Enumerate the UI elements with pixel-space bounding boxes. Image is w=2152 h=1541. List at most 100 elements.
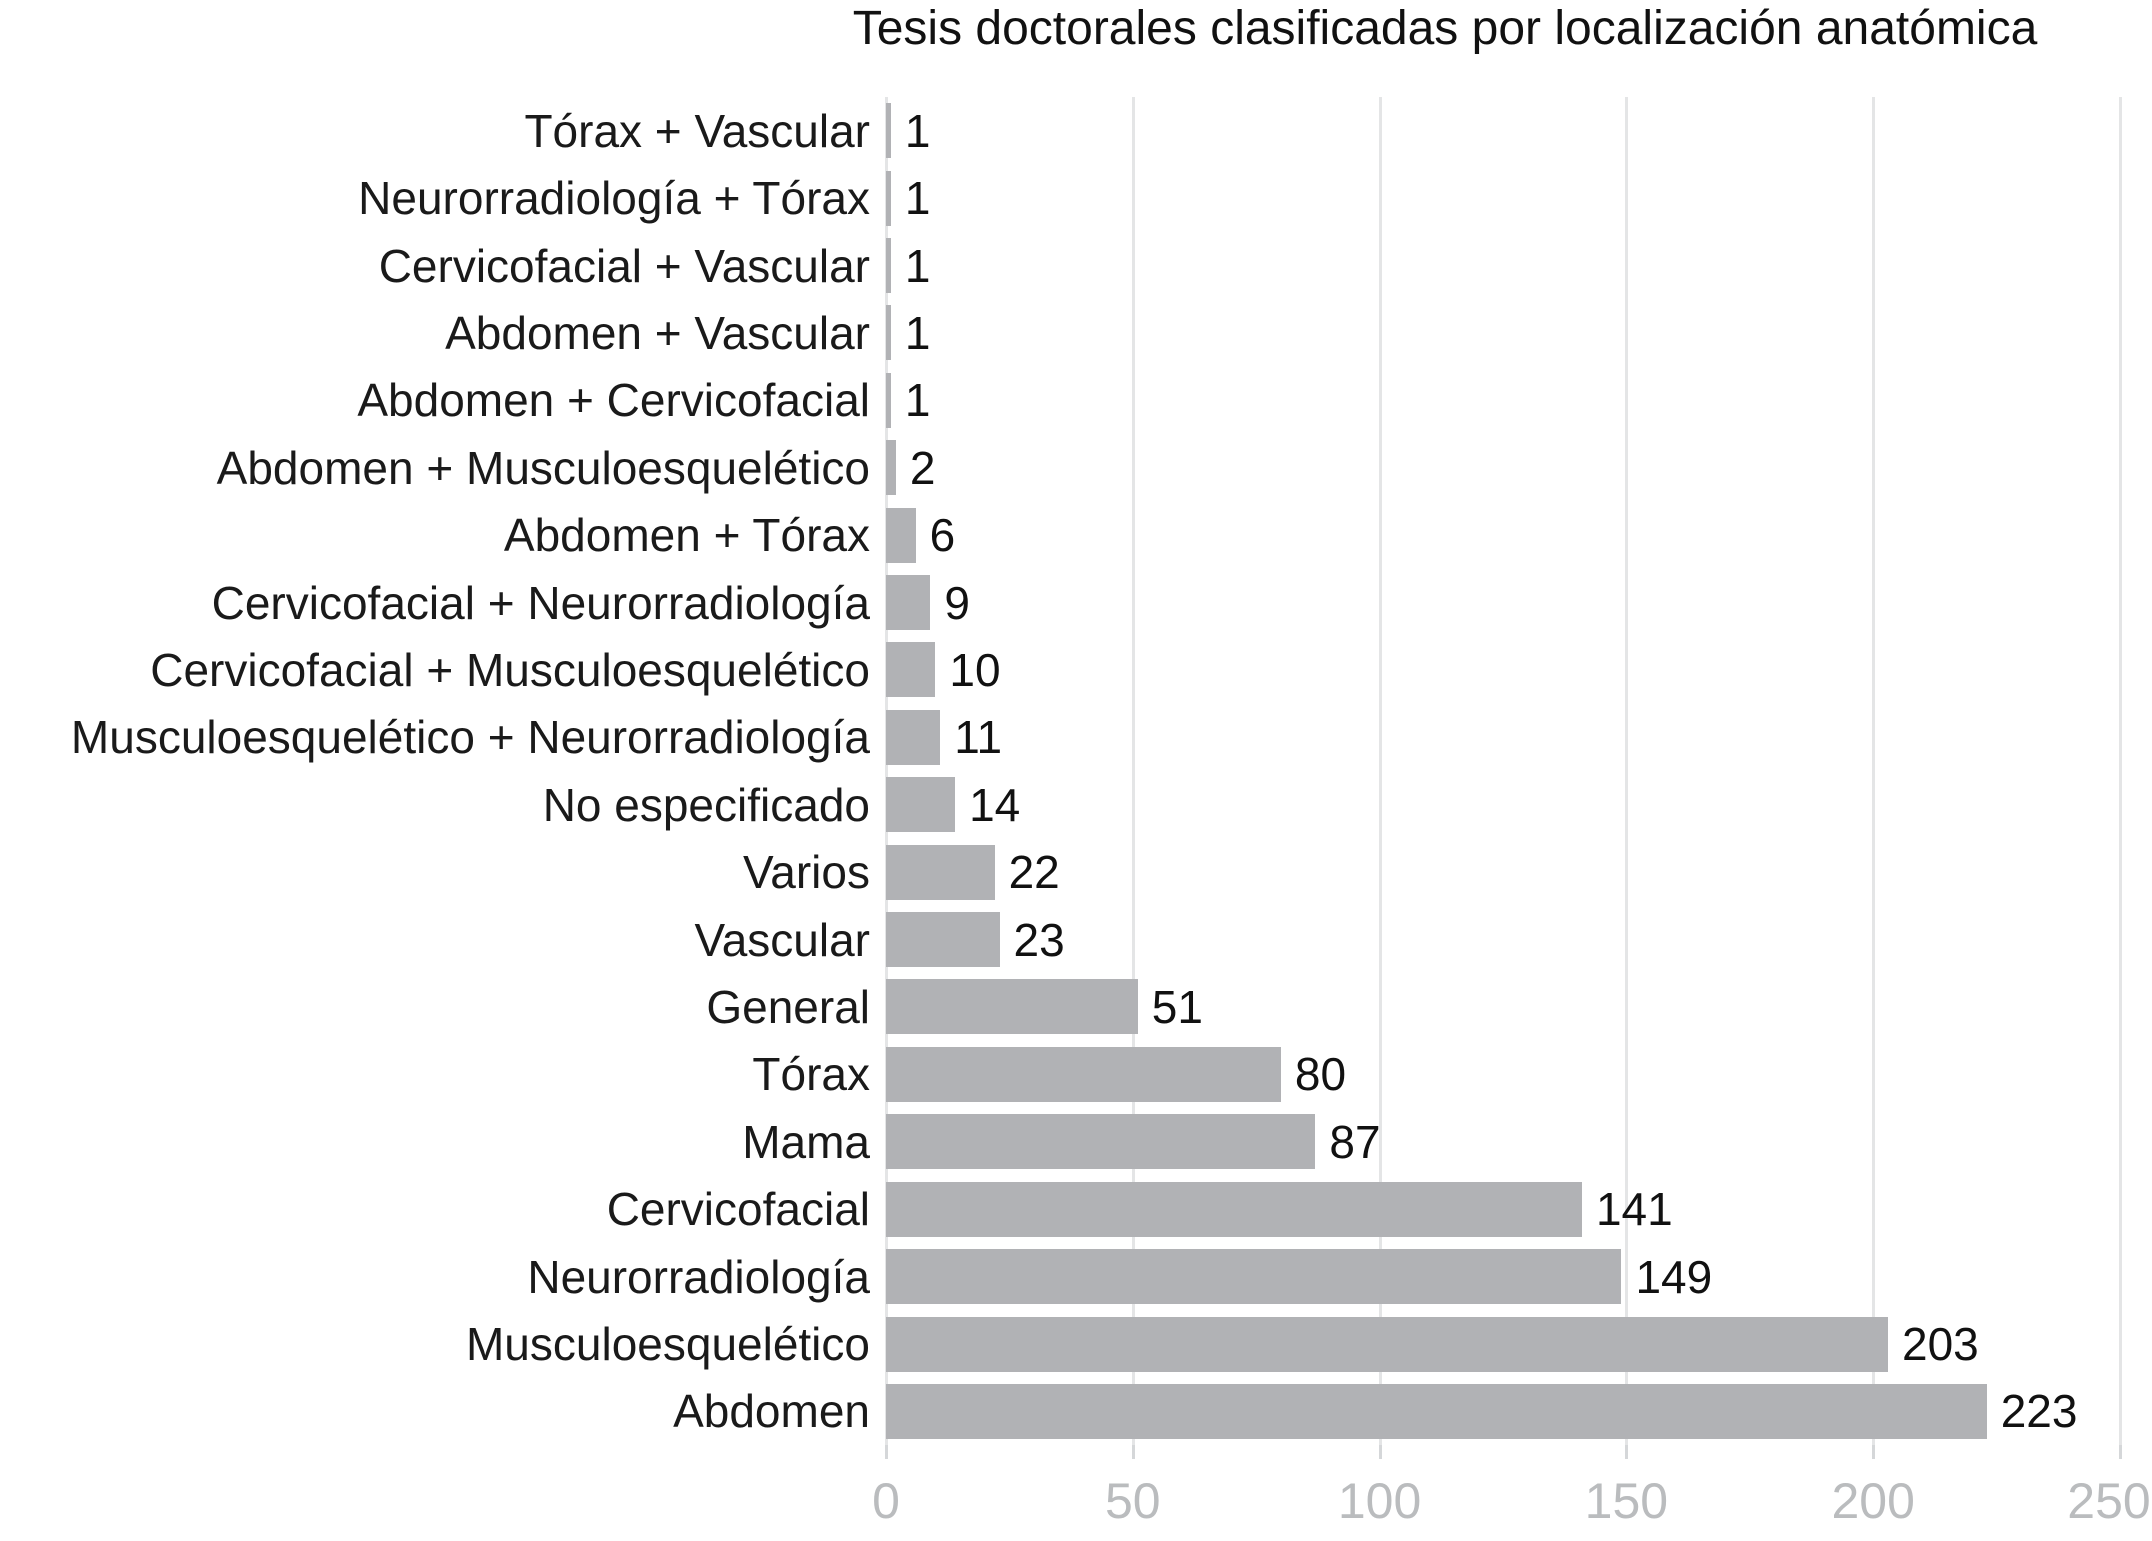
chart-row: Neurorradiología 149 [0, 1243, 2152, 1310]
bar [886, 507, 916, 563]
category-label: Neurorradiología [527, 1250, 870, 1303]
bar [886, 844, 995, 900]
x-tick-label: 50 [1104, 1473, 1161, 1529]
bar-area: 1 [886, 299, 2152, 366]
category-label: Varios [743, 846, 870, 899]
bar-area: 80 [886, 1041, 2152, 1108]
chart-row: Vascular 23 [0, 906, 2152, 973]
x-tick-label: 200 [1831, 1473, 1915, 1529]
value-label: 1 [904, 104, 931, 157]
value-label: 10 [949, 643, 1001, 696]
category-label: Vascular [694, 913, 870, 966]
gridline [1625, 97, 1629, 1445]
value-label: 14 [969, 778, 1021, 831]
x-tick-mark [1872, 1445, 1876, 1459]
chart-row: Abdomen + Cervicofacial 1 [0, 367, 2152, 434]
bar [886, 709, 941, 765]
chart-row: Abdomen + Vascular 1 [0, 299, 2152, 366]
value-label: 203 [1902, 1318, 1979, 1371]
bar [886, 305, 891, 361]
value-label: 9 [944, 576, 971, 629]
chart-row: Abdomen + Tórax 6 [0, 501, 2152, 568]
category-label: Tórax [752, 1048, 870, 1101]
chart-row: Musculoesquelético + Neurorradiología 11 [0, 704, 2152, 771]
bar [886, 912, 1000, 968]
x-axis: 0 50 100 150 200 250 [872, 1445, 2151, 1541]
value-label: 11 [954, 711, 1003, 764]
category-label: Abdomen + Cervicofacial [357, 374, 870, 427]
bar-area: 149 [886, 1243, 2152, 1310]
bar-area: 87 [886, 1108, 2152, 1175]
value-label: 223 [2000, 1385, 2078, 1438]
value-label: 2 [909, 441, 936, 494]
value-label: 23 [1013, 913, 1065, 966]
bar-area: 14 [886, 771, 2152, 838]
category-label: No especificado [542, 778, 870, 831]
value-label: 1 [904, 239, 931, 292]
chart-row: Abdomen + Musculoesquelético 2 [0, 434, 2152, 501]
category-label: Musculoesquelético + Neurorradiología [70, 711, 870, 764]
x-tick-mark [1378, 1445, 1382, 1459]
bar-area: 11 [886, 704, 2152, 771]
value-label: 6 [929, 509, 956, 562]
value-label: 1 [904, 172, 931, 225]
chart-row: Neurorradiología + Tórax 1 [0, 164, 2152, 231]
x-tick-mark [885, 1445, 888, 1459]
chart-row: Cervicofacial 141 [0, 1176, 2152, 1243]
bar-area: 2 [886, 434, 2152, 501]
bar-area: 1 [886, 232, 2152, 299]
gridline [1131, 97, 1135, 1445]
bar-area: 6 [886, 501, 2152, 568]
bar-area: 141 [886, 1176, 2152, 1243]
bar [886, 642, 936, 698]
rows: Tórax + Vascular 1 Neurorradiología + Tóra… [0, 97, 2152, 1445]
value-label: 149 [1635, 1250, 1713, 1303]
category-label: General [706, 980, 870, 1033]
bar [886, 1316, 1888, 1372]
x-tick-label: 250 [2067, 1473, 2151, 1529]
value-label: 1 [904, 306, 931, 359]
chart-row: Musculoesquelético 203 [0, 1310, 2152, 1377]
category-label: Cervicofacial [606, 1183, 870, 1236]
bar-area: 1 [886, 97, 2152, 164]
x-tick-mark [1625, 1445, 1629, 1459]
chart-row: Cervicofacial + Vascular 1 [0, 232, 2152, 299]
bar [886, 1114, 1316, 1170]
category-label: Musculoesquelético [465, 1318, 870, 1371]
chart-row: No especificado 14 [0, 771, 2152, 838]
x-tick-mark [2119, 1445, 2122, 1459]
category-label: Neurorradiología + Tórax [358, 172, 870, 225]
gridline [2119, 97, 2122, 1445]
value-label: 80 [1294, 1048, 1347, 1101]
bar [886, 1383, 1987, 1439]
gridline [885, 97, 888, 1445]
category-label: Abdomen + Tórax [503, 509, 870, 562]
x-tick-mark [1131, 1445, 1135, 1459]
chart-row: Abdomen 223 [0, 1378, 2152, 1445]
chart-row: Cervicofacial + Neurorradiología 9 [0, 569, 2152, 636]
gridline [1378, 97, 1382, 1445]
bar [886, 440, 896, 496]
bar-area: 203 [886, 1310, 2152, 1377]
bar-area: 1 [886, 367, 2152, 434]
x-tick-label: 150 [1584, 1473, 1669, 1529]
category-label: Tórax + Vascular [524, 104, 870, 157]
gridlines [885, 97, 2130, 1445]
value-label: 141 [1595, 1183, 1673, 1236]
value-label: 87 [1329, 1115, 1381, 1168]
bar [886, 1181, 1582, 1237]
bar-area: 10 [886, 636, 2152, 703]
category-label: Cervicofacial + Musculoesquelético [150, 643, 870, 696]
bar [886, 575, 931, 631]
bar [886, 777, 956, 833]
category-label: Cervicofacial + Neurorradiología [211, 576, 870, 629]
chart-row: Mama 87 [0, 1108, 2152, 1175]
bar-area: 51 [886, 973, 2152, 1040]
chart-row: General 51 [0, 973, 2152, 1040]
category-label: Abdomen + Vascular [445, 306, 870, 359]
bar [886, 372, 891, 428]
category-label: Mama [742, 1115, 870, 1168]
bar [886, 238, 891, 294]
chart-row: Tórax + Vascular 1 [0, 97, 2152, 164]
